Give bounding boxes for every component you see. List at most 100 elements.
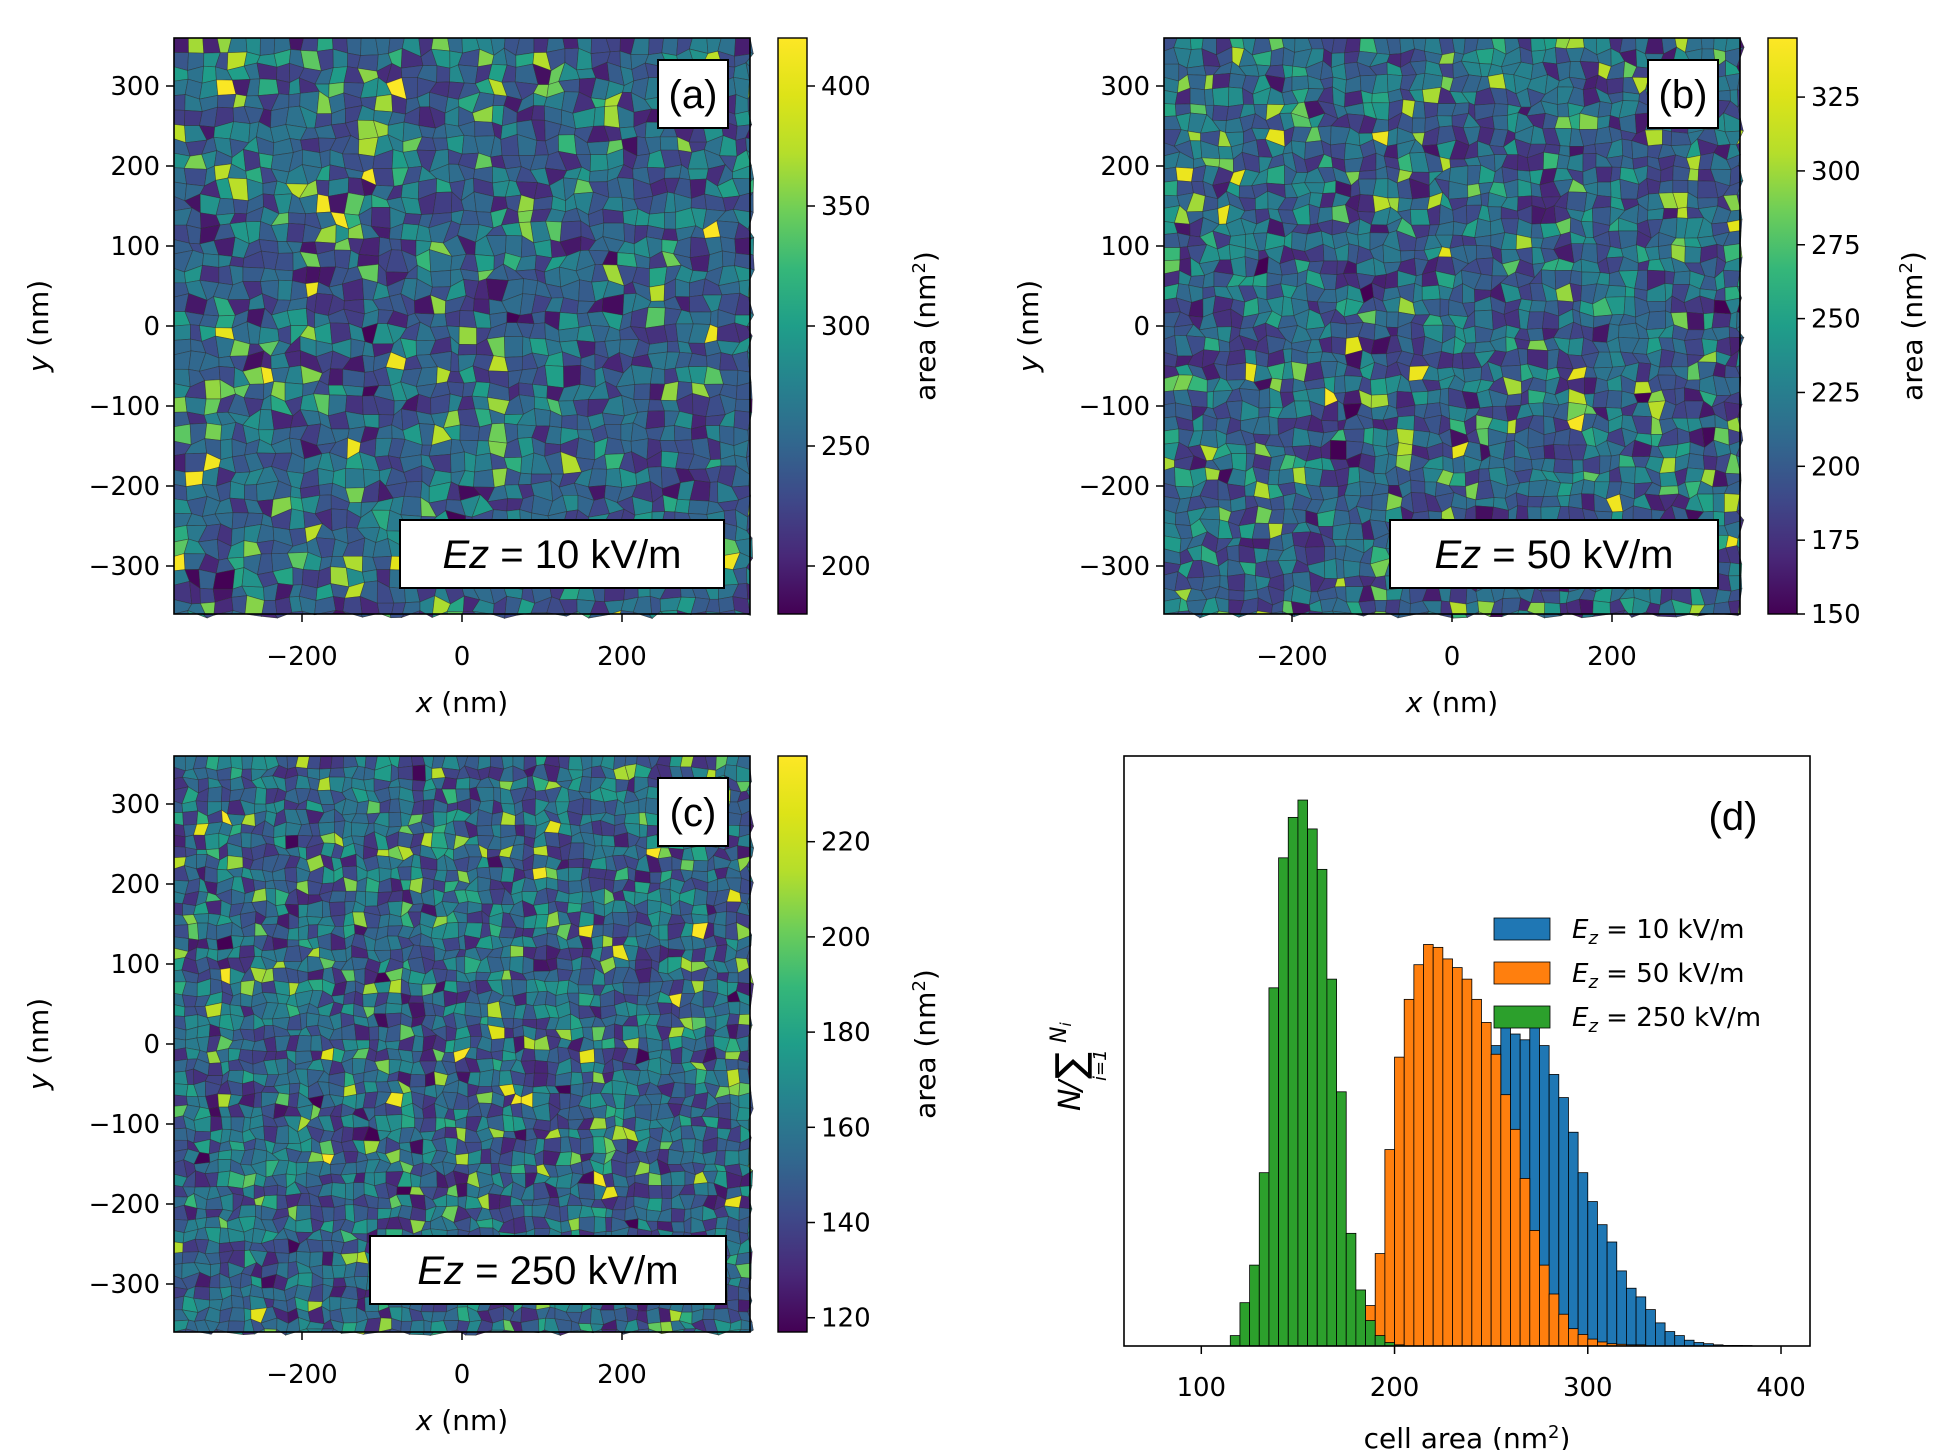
grain-cell: [582, 797, 592, 816]
grain-cell: [1226, 362, 1247, 381]
grain-cell: [1530, 37, 1547, 52]
grain-cell: [1644, 129, 1663, 147]
grain-cell: [328, 901, 346, 917]
grain-cell: [544, 364, 565, 389]
annotation-b: Ez = 50 kV/m: [1435, 533, 1674, 577]
grain-cell: [648, 37, 664, 56]
y-tick-label: 200: [1100, 152, 1150, 182]
grain-cell: [622, 982, 640, 996]
grain-cell: [297, 924, 310, 941]
grain-cell: [1238, 544, 1257, 564]
colorbar-label-a: area (nm2): [909, 251, 943, 401]
grain-cell: [204, 422, 223, 441]
grain-cell: [402, 213, 422, 226]
grain-cell: [1672, 270, 1691, 285]
grain-cell: [1556, 102, 1570, 118]
grain-cell: [370, 206, 391, 229]
colorbar-tick-label: 300: [1811, 157, 1861, 187]
y-tick-label: −300: [89, 552, 160, 582]
grain-cell: [288, 92, 301, 108]
y-ticks-a: 300 200 100 0 −100 −200 −300: [89, 72, 174, 582]
grain-cell: [1279, 378, 1294, 393]
grain-cell: [689, 254, 711, 273]
grain-cell: [1330, 440, 1347, 460]
grain-cell: [1409, 209, 1431, 226]
grain-cell: [360, 37, 379, 56]
grain-cell: [289, 508, 306, 530]
grain-cell: [708, 481, 719, 504]
grain-cell: [1343, 428, 1365, 443]
grain-cell: [514, 824, 525, 837]
grain-cell: [1505, 393, 1523, 407]
grain-cell: [1212, 73, 1231, 90]
grain-cell: [1258, 387, 1271, 409]
grain-cell: [1163, 103, 1177, 117]
y-tick-label: −100: [1079, 392, 1150, 422]
x-ticks-a: −200 0 200: [266, 614, 647, 672]
colorbar-tick-label: 325: [1811, 83, 1861, 113]
grain-cell: [1344, 37, 1361, 54]
grain-cell: [388, 811, 402, 828]
grain-cell: [444, 869, 460, 883]
grain-cell: [1228, 86, 1244, 107]
grain-cell: [658, 924, 669, 941]
grain-cell: [232, 198, 249, 215]
grain-cell: [333, 249, 352, 270]
grain-cell: [674, 498, 691, 514]
grain-cell: [1228, 589, 1245, 602]
cell-map-a: [173, 37, 755, 620]
grain-cell: [558, 326, 580, 343]
colorbar-tick-label: 175: [1811, 526, 1861, 556]
y-tick-label: −200: [89, 472, 160, 502]
grain-cell: [474, 452, 493, 473]
grain-cell: [1610, 178, 1622, 200]
grain-cell: [659, 136, 679, 151]
grain-cell: [1372, 427, 1389, 448]
grain-cell: [204, 832, 220, 850]
grain-cell: [455, 777, 471, 790]
grain-cell: [567, 842, 585, 861]
grain-cell: [1409, 196, 1431, 211]
grain-cell: [173, 1004, 186, 1017]
grain-cell: [397, 765, 414, 781]
grain-cell: [1333, 375, 1346, 394]
grain-cell: [385, 992, 403, 1005]
grain-cell: [1474, 234, 1492, 247]
grain-cell: [173, 553, 186, 572]
grain-cell: [173, 846, 187, 859]
grain-cell: [206, 922, 218, 941]
grain-cell: [1411, 117, 1426, 134]
grain-cell: [286, 308, 309, 326]
grain-cell: [318, 482, 334, 496]
grain-cell: [1244, 348, 1258, 366]
grain-cell: [690, 913, 709, 925]
grain-cell: [286, 222, 306, 243]
grain-cell: [474, 120, 496, 137]
grain-cell: [288, 212, 306, 225]
y-tick-label: −100: [89, 392, 160, 422]
grain-cell: [1163, 180, 1178, 197]
grain-cell: [558, 312, 580, 331]
grain-cell: [1687, 453, 1705, 470]
panel-tag-a: (a): [669, 73, 718, 117]
grain-cell: [1623, 296, 1637, 318]
grain-cell: [362, 354, 375, 373]
grain-cell: [442, 937, 461, 952]
grain-cell: [244, 484, 258, 502]
grain-cell: [687, 168, 709, 181]
grain-cell: [568, 867, 584, 882]
grain-cell: [1567, 337, 1585, 357]
grain-cell: [692, 888, 708, 907]
grain-cell: [385, 1002, 403, 1015]
grain-cell: [1713, 601, 1732, 615]
grain-cell: [1163, 466, 1176, 487]
grain-cell: [568, 858, 584, 869]
grain-cell: [1618, 466, 1636, 485]
grain-cell: [1212, 104, 1229, 121]
y-ticks-b: 300 200 100 0 −100 −200 −300: [1079, 72, 1164, 582]
y-tick-label: 300: [110, 72, 160, 102]
x-tick-label: 200: [597, 642, 647, 672]
grain-cell: [1371, 492, 1389, 512]
grain-cell: [664, 211, 677, 230]
